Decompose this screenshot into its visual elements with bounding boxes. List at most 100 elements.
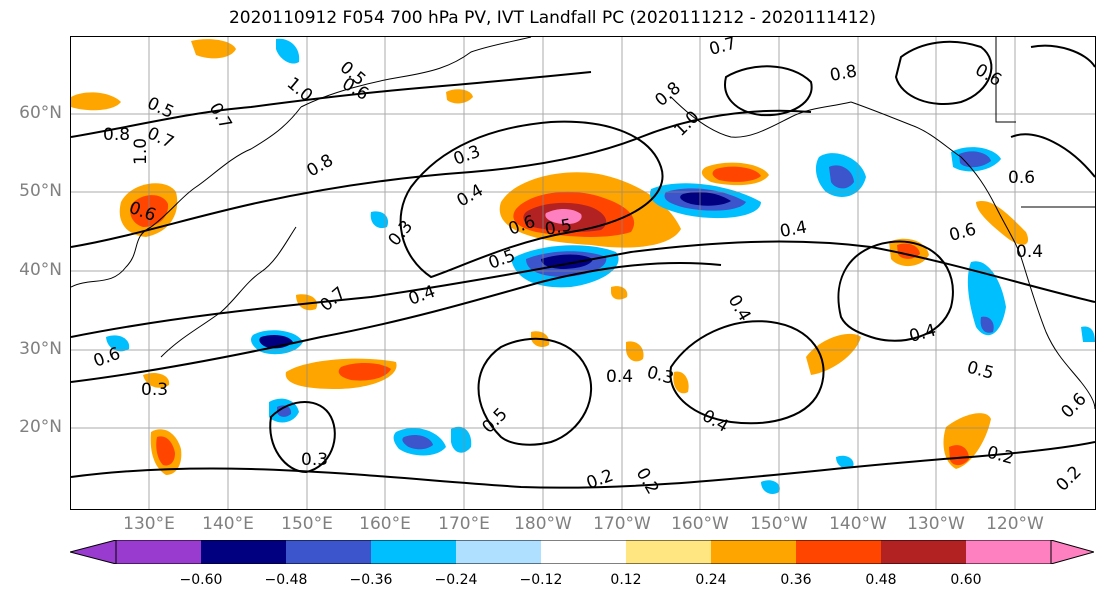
lat-label-40n: 40°N: [19, 260, 62, 280]
contour-label: 0.6: [972, 60, 1005, 91]
colorbar-segment: [966, 540, 1051, 564]
positive-anomaly-patch: [156, 436, 175, 466]
colorbar-segment: [881, 540, 966, 564]
coastlines: [71, 37, 1095, 410]
colorbar-tick-label: −0.60: [179, 572, 223, 588]
colorbar-tick-label: 0.24: [695, 572, 727, 588]
contour-label: 0.6: [1008, 168, 1035, 188]
positive-anomaly-patch: [626, 341, 644, 362]
contour-label: 0.5: [486, 246, 518, 274]
colorbar-segment: [116, 540, 201, 564]
colorbar-extend-low: [68, 539, 117, 565]
negative-anomaly-patch: [680, 191, 731, 206]
positive-anomaly-patch: [712, 166, 761, 182]
colorbar: [68, 539, 1096, 568]
contour-label: 1.0: [131, 138, 151, 165]
lon-label-150w: 150°W: [750, 514, 808, 534]
contour-label: 0.5: [965, 358, 996, 384]
lon-label-170w: 170°W: [593, 514, 651, 534]
contour-label: 0.2: [632, 465, 663, 498]
contour-label: 0.7: [316, 283, 350, 316]
map-title: 2020110912 F054 700 hPa PV, IVT Landfall…: [228, 8, 876, 28]
negative-anomaly-patch: [967, 261, 1006, 336]
colorbar-tick-label: 0.48: [865, 572, 897, 588]
lat-label-50n: 50°N: [19, 181, 62, 201]
positive-anomaly-patch: [949, 445, 969, 466]
pv-contours: [71, 40, 1095, 489]
positive-anomaly-patch: [338, 363, 391, 381]
contour-label: 0.7: [205, 100, 236, 133]
lat-label-30n: 30°N: [19, 339, 62, 359]
contour-label: 0.7: [707, 37, 738, 60]
contour-label: 0.4: [907, 321, 938, 347]
contour-label: 0.3: [141, 380, 168, 400]
positive-anomaly-patch: [897, 243, 920, 259]
contour-label: 0.4: [1016, 242, 1043, 262]
contour-label: 0.8: [304, 150, 337, 181]
graticule: [71, 37, 1095, 509]
colorbar-segment: [371, 540, 456, 564]
lon-label-130w: 130°W: [907, 514, 965, 534]
colorbar-extend-high: [1050, 539, 1096, 565]
lon-label-130e: 130°E: [123, 514, 175, 534]
negative-anomaly-patch: [276, 38, 300, 64]
colorbar-tick-label: −0.12: [519, 572, 563, 588]
contour-label: 0.4: [778, 218, 808, 242]
contour-label: 0.2: [584, 466, 616, 494]
colorbar-tick-label: −0.36: [349, 572, 393, 588]
colorbar-tick-label: 0.36: [780, 572, 812, 588]
negative-anomaly-patch: [1081, 326, 1095, 342]
colorbar-segment: [711, 540, 796, 564]
lat-label-60n: 60°N: [19, 103, 62, 123]
contour-label: 0.2: [1052, 462, 1085, 495]
negative-anomaly-patch: [402, 434, 433, 450]
lat-label-20n: 20°N: [19, 417, 62, 437]
colorbar-segment: [286, 540, 371, 564]
map-panel: 0.5 0.6 0.7 0.8 1.0 0.5 0.7 0.8 1.0 0.6 …: [70, 36, 1096, 510]
contour-label: 0.5: [543, 216, 573, 240]
colorbar-tick-label: −0.24: [434, 572, 478, 588]
negative-anomaly-patch: [761, 480, 780, 494]
contour-label: 0.6: [1057, 389, 1090, 422]
lon-label-160e: 160°E: [359, 514, 411, 534]
lon-label-180w: 180°W: [514, 514, 572, 534]
contour-label: 0.3: [385, 217, 418, 251]
positive-anomaly-patch: [143, 373, 170, 388]
colorbar-svg: [68, 539, 1096, 565]
lon-label-120w: 120°W: [986, 514, 1044, 534]
negative-anomaly-patch: [980, 316, 994, 333]
colorbar-segment: [541, 540, 626, 564]
positive-anomaly-patch: [976, 201, 1029, 245]
lon-label-140e: 140°E: [202, 514, 254, 534]
contour-label: 0.4: [454, 180, 487, 211]
positive-anomaly-patch: [806, 333, 861, 375]
negative-anomaly-patch: [836, 455, 854, 469]
colorbar-tick-label: 0.12: [610, 572, 642, 588]
lon-label-150e: 150°E: [281, 514, 333, 534]
contour-label: 0.4: [406, 282, 438, 310]
colorbar-segment: [796, 540, 881, 564]
contour-label: 0.3: [451, 142, 483, 170]
positive-anomaly-patch: [446, 89, 473, 104]
positive-anomaly-patch: [545, 208, 582, 225]
colorbar-tick-label: 0.60: [950, 572, 982, 588]
title-bar: 2020110912 F054 700 hPa PV, IVT Landfall…: [0, 0, 1105, 36]
colorbar-tick-label: −0.48: [264, 572, 308, 588]
contour-label: 0.8: [103, 125, 130, 145]
positive-anomaly-patch: [673, 371, 689, 394]
contour-label: 0.8: [828, 62, 858, 86]
negative-anomaly-patch: [106, 335, 130, 352]
contour-label: 1.0: [670, 107, 703, 140]
lon-label-160w: 160°W: [671, 514, 729, 534]
negative-anomaly-patch: [829, 165, 854, 189]
negative-anomaly-patch: [451, 426, 472, 453]
map-canvas: 0.5 0.6 0.7 0.8 1.0 0.5 0.7 0.8 1.0 0.6 …: [71, 37, 1095, 509]
positive-anomaly-patch: [611, 286, 628, 300]
contour-label: 0.4: [606, 367, 633, 387]
contour-label: 0.6: [947, 220, 978, 246]
lon-label-170e: 170°E: [438, 514, 490, 534]
contour-label: 0.4: [699, 406, 732, 437]
colorbar-segment: [456, 540, 541, 564]
positive-anomaly-patch: [71, 92, 121, 111]
contour-label: 0.2: [985, 443, 1016, 469]
